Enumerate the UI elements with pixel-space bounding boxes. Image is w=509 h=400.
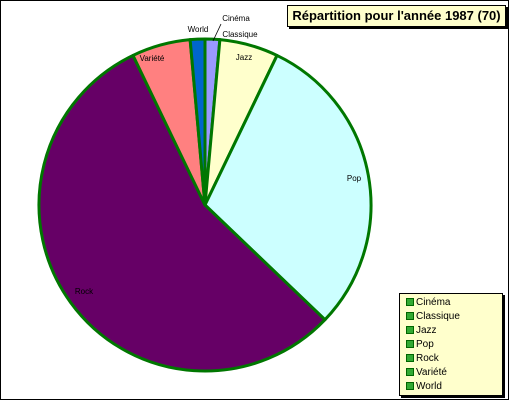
chart-title: Répartition pour l'année 1987 (70) (287, 5, 506, 27)
legend-item-pop: Pop (406, 337, 434, 351)
legend-swatch (406, 368, 414, 376)
legend-swatch (406, 298, 414, 306)
legend-item-jazz: Jazz (406, 323, 437, 337)
slice-label-jazz: Jazz (236, 53, 252, 62)
legend-swatch (406, 340, 414, 348)
legend-swatch (406, 312, 414, 320)
slice-label-classique: Classique (222, 30, 258, 39)
legend: Cinéma Classique Jazz Pop Rock Variété W… (399, 293, 503, 396)
legend-label: World (416, 380, 442, 392)
legend-label: Classique (416, 310, 460, 322)
slice-label-world: World (188, 25, 209, 34)
slice-label-cinema: Cinéma (222, 14, 250, 23)
leader-line-cinema (212, 23, 222, 42)
pie-slices (37, 37, 373, 373)
pie-slice-pop (203, 53, 373, 322)
legend-item-world: World (406, 379, 442, 393)
legend-label: Rock (416, 352, 439, 364)
legend-label: Variété (416, 366, 447, 378)
slice-label-pop: Pop (347, 174, 362, 183)
legend-item-cinema: Cinéma (406, 295, 450, 309)
pie-slice-world (188, 37, 207, 207)
pie-slice-rock (37, 53, 327, 373)
legend-swatch (406, 354, 414, 362)
legend-swatch (406, 326, 414, 334)
legend-item-rock: Rock (406, 351, 439, 365)
slice-labels: Cinéma Classique Jazz Pop Rock Variété World (75, 14, 362, 296)
legend-label: Jazz (416, 324, 437, 336)
legend-label: Cinéma (416, 296, 451, 308)
legend-label: Pop (416, 338, 434, 350)
slice-label-variete: Variété (140, 54, 165, 63)
slice-label-rock: Rock (75, 287, 94, 296)
legend-swatch (406, 382, 414, 390)
legend-item-variete: Variété (406, 365, 447, 379)
legend-item-classique: Classique (406, 309, 460, 323)
